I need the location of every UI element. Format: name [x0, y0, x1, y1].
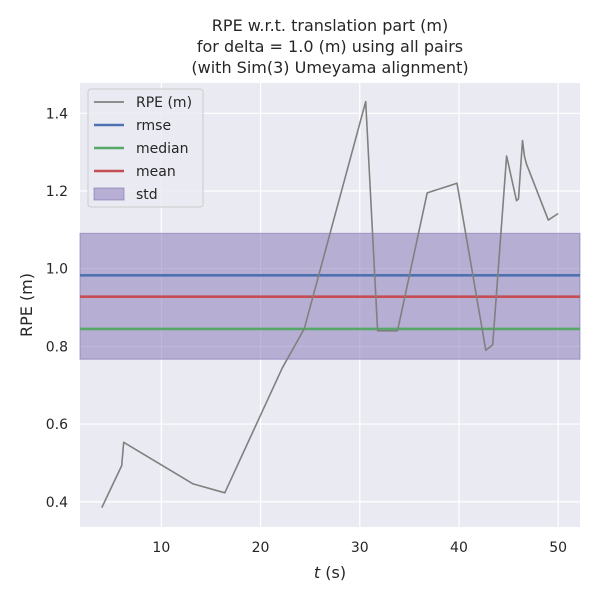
title-line-2: for delta = 1.0 (m) using all pairs	[197, 37, 463, 56]
title-line-3: (with Sim(3) Umeyama alignment)	[191, 58, 468, 77]
y-tick-label: 1.4	[46, 106, 68, 122]
y-tick-label: 1.0	[46, 262, 68, 278]
legend-label: median	[136, 141, 188, 157]
legend-label: std	[136, 187, 158, 203]
chart-title: RPE w.r.t. translation part (m) for delt…	[191, 16, 468, 77]
y-tick-label: 0.8	[46, 339, 68, 355]
x-tick-label: 50	[549, 540, 567, 556]
x-axis-ticks: 10 20 30 40 50	[152, 540, 567, 556]
y-axis-label: RPE (m)	[17, 273, 36, 337]
legend-swatch-std	[93, 187, 125, 201]
x-axis-label: t (s)	[314, 563, 346, 582]
rpe-series	[101, 100, 559, 508]
x-tick-label: 40	[450, 540, 468, 556]
y-tick-label: 1.2	[46, 184, 68, 200]
x-tick-label: 10	[152, 540, 170, 556]
legend-label: mean	[136, 164, 176, 180]
x-axis-label-var: t	[314, 563, 321, 582]
y-tick-label: 0.6	[46, 417, 68, 433]
rpe-line	[101, 100, 559, 508]
x-tick-label: 20	[252, 540, 270, 556]
legend: RPE (m) rmse median mean std	[87, 88, 204, 208]
legend-label: RPE (m)	[136, 95, 192, 111]
x-axis-label-unit: (s)	[320, 563, 346, 582]
legend-label: rmse	[136, 118, 171, 134]
title-line-1: RPE w.r.t. translation part (m)	[212, 16, 448, 35]
y-tick-label: 0.4	[46, 495, 68, 511]
x-tick-label: 30	[351, 540, 369, 556]
legend-box	[87, 88, 204, 208]
y-axis-ticks: 0.4 0.6 0.8 1.0 1.2 1.4	[46, 106, 68, 510]
